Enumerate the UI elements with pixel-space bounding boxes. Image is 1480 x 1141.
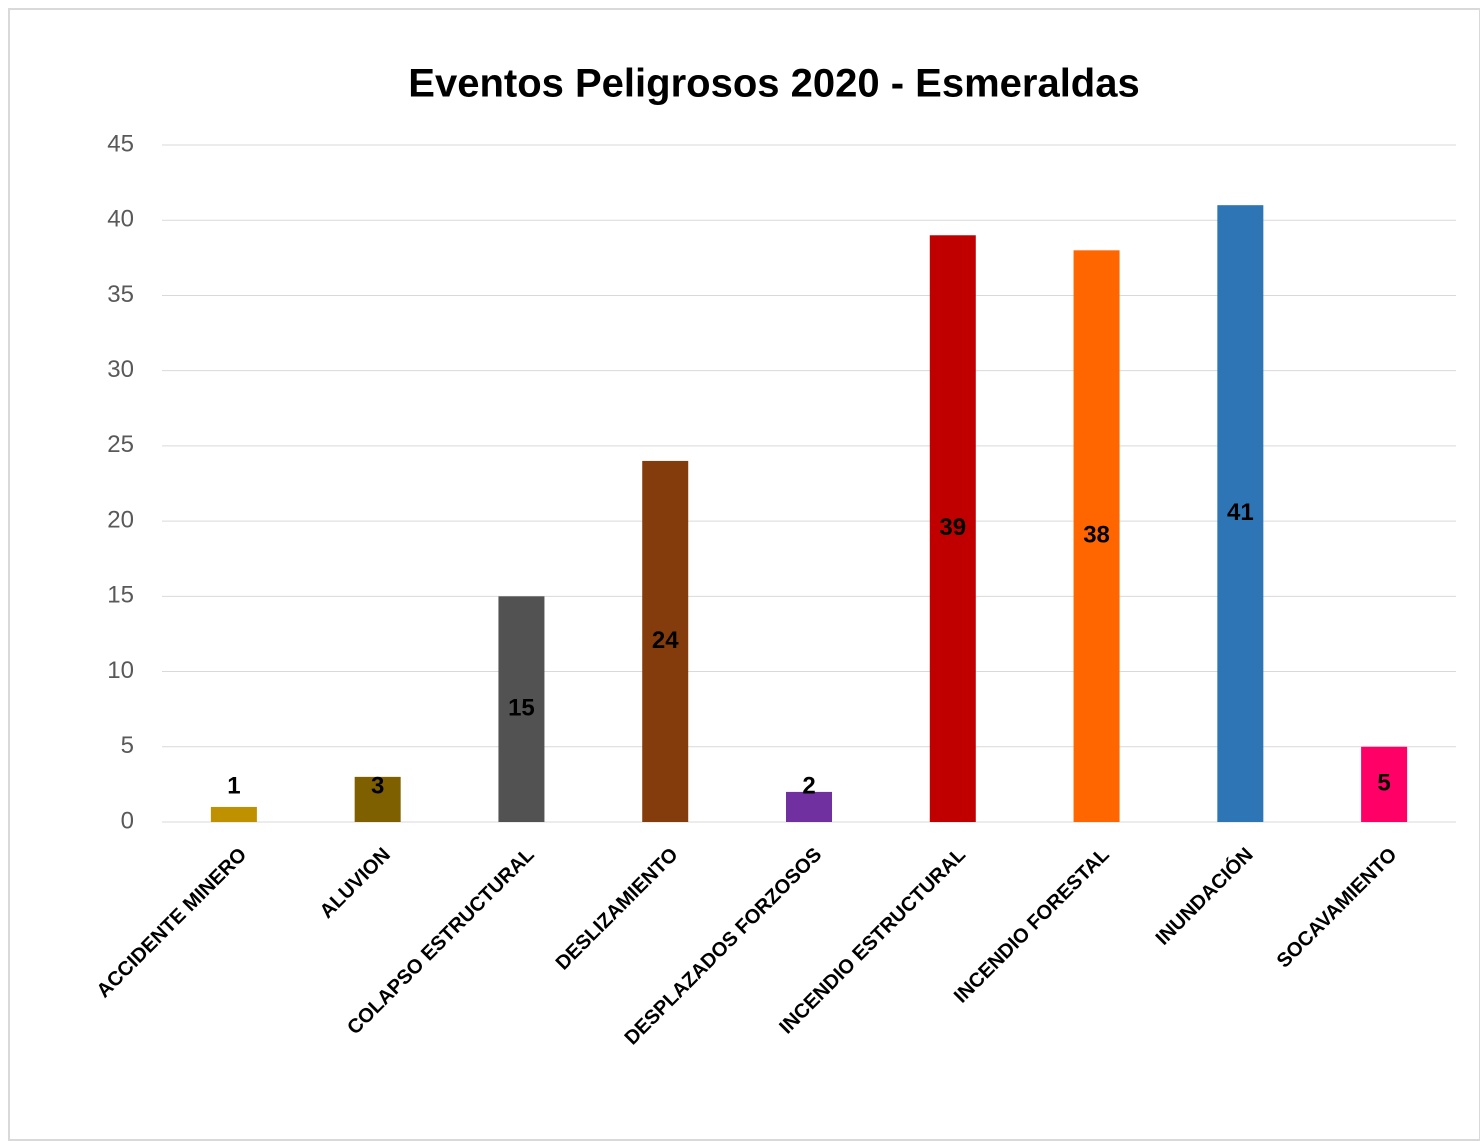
y-tick-label: 20	[107, 506, 134, 533]
data-label: 15	[508, 695, 535, 722]
y-tick-label: 45	[107, 130, 134, 157]
y-tick-label: 30	[107, 356, 134, 383]
bar	[1361, 746, 1408, 822]
y-tick-label: 25	[107, 431, 134, 458]
y-tick-label: 15	[107, 582, 134, 609]
data-label: 41	[1227, 499, 1254, 526]
data-label: 39	[939, 514, 966, 541]
y-tick-label: 10	[107, 657, 134, 684]
bar	[354, 776, 401, 822]
chart-title: Eventos Peligrosos 2020 - Esmeraldas	[408, 62, 1139, 106]
bar	[1073, 250, 1120, 823]
bar	[1217, 205, 1264, 822]
y-tick-label: 5	[121, 732, 134, 759]
bar	[929, 235, 976, 822]
data-label: 3	[371, 772, 384, 799]
bar	[786, 791, 832, 822]
bar	[210, 806, 257, 822]
data-label: 5	[1377, 770, 1390, 797]
y-tick-label: 0	[121, 807, 134, 834]
data-label: 24	[652, 627, 679, 654]
data-label: 38	[1083, 521, 1110, 548]
bar	[642, 460, 689, 822]
y-tick-label: 35	[107, 281, 134, 308]
data-label: 1	[227, 772, 240, 799]
data-label: 2	[802, 772, 815, 799]
y-tick-label: 40	[107, 206, 134, 233]
bar	[498, 596, 545, 822]
